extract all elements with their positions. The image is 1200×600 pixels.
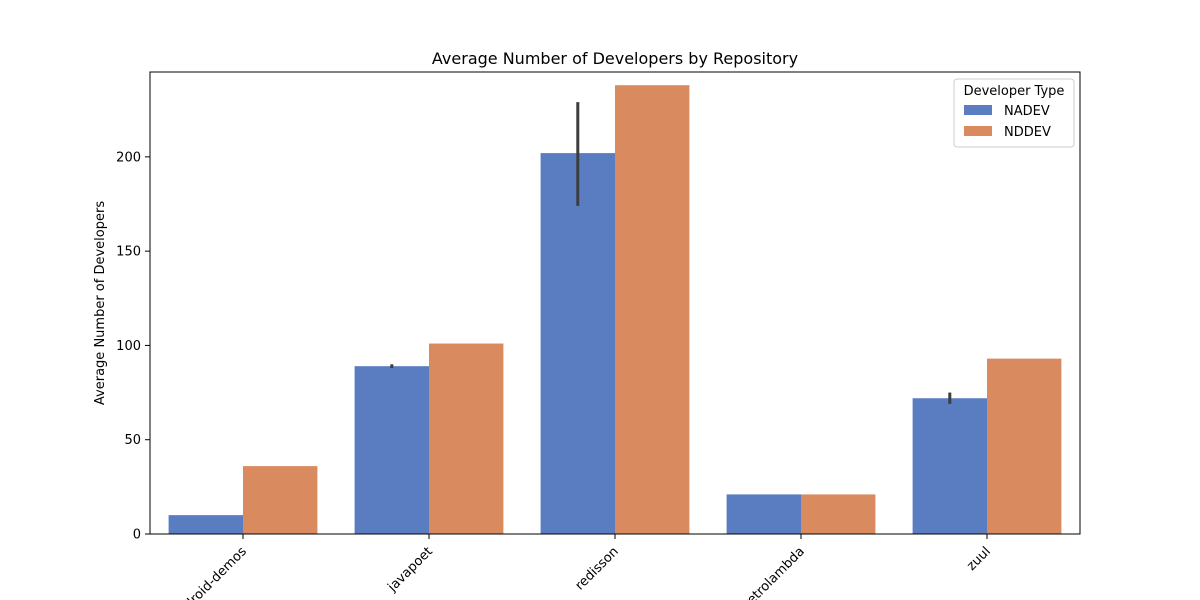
legend-swatch-nddev (964, 126, 992, 136)
y-tick-label: 50 (124, 433, 141, 448)
y-axis-label: Average Number of Developers (93, 201, 108, 405)
bar-nadev-retrolambda (726, 494, 801, 534)
x-tick-label: javapoet (385, 544, 436, 595)
y-tick-label: 200 (116, 150, 141, 165)
chart-title: Average Number of Developers by Reposito… (432, 49, 798, 68)
x-tick-label: redisson (573, 544, 622, 593)
bar-nadev-javapoet (354, 366, 429, 534)
bar-nadev-zuul (912, 398, 987, 534)
x-tick-label: zuul (964, 544, 994, 574)
bar-nadev-redisson (540, 153, 615, 535)
bar-nddev-android-demos (243, 466, 318, 534)
legend-label-nddev: NDDEV (1004, 125, 1051, 140)
legend-title: Developer Type (964, 84, 1065, 99)
legend-swatch-nadev (964, 105, 992, 115)
y-tick-label: 100 (116, 339, 141, 354)
x-tick-label: retrolambda (741, 544, 808, 600)
bar-nddev-retrolambda (801, 494, 876, 534)
y-tick-label: 0 (133, 528, 141, 543)
bar-nddev-zuul (987, 358, 1062, 534)
y-tick-label: 150 (116, 245, 141, 260)
bar-nadev-android-demos (168, 515, 243, 534)
bar-nddev-redisson (615, 85, 690, 534)
x-tick-label: android-demos (170, 544, 250, 600)
plot-frame (149, 71, 1081, 535)
bar-nddev-javapoet (429, 343, 504, 534)
legend-label-nadev: NADEV (1004, 104, 1050, 119)
legend: Developer Type NADEV NDDEV (953, 78, 1075, 148)
